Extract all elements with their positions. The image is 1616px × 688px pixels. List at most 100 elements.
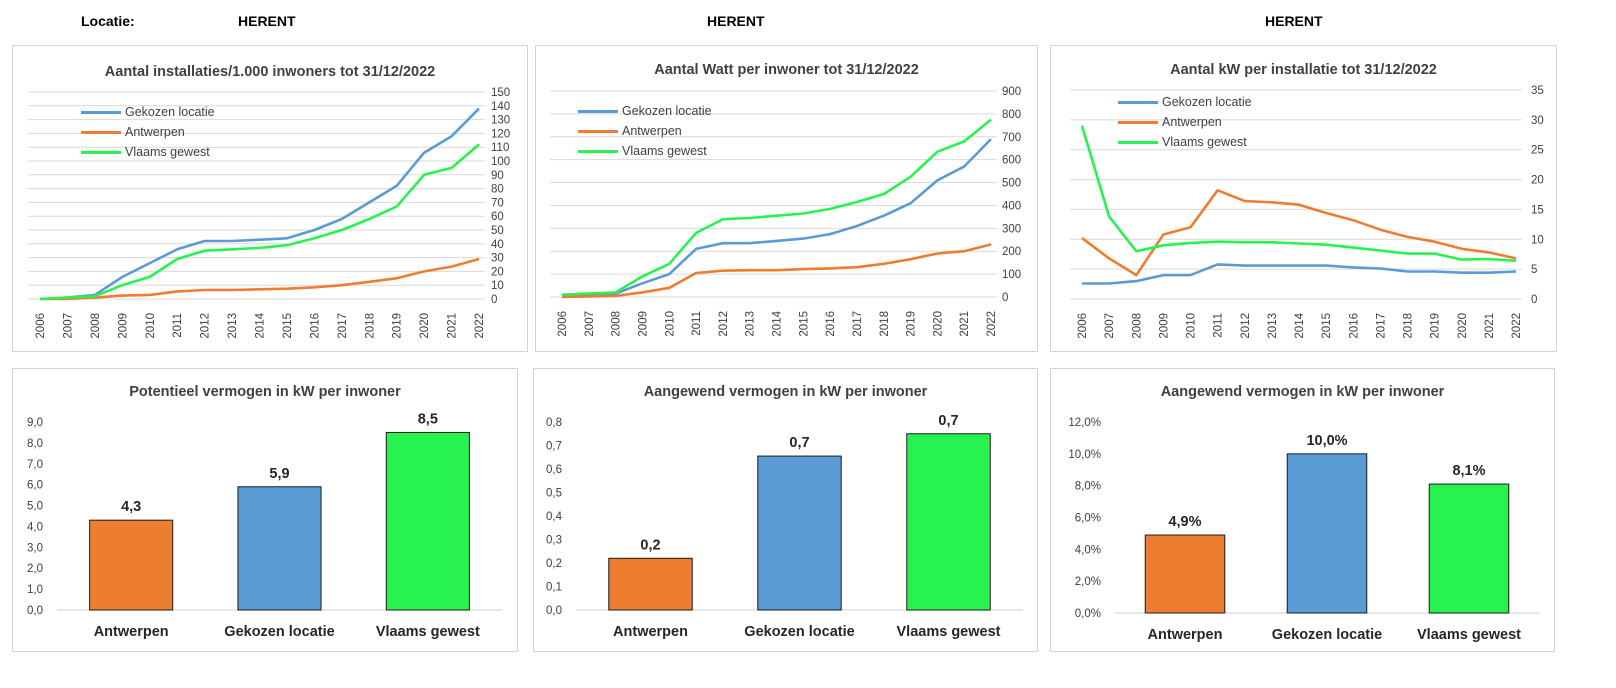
x-tick-label: 2018 (1403, 313, 1415, 339)
chart-title: Aantal kW per installatie tot 31/12/2022 (1170, 62, 1437, 78)
y-tick-label: 0 (491, 294, 497, 306)
y-tick-label: 9,0 (27, 417, 43, 429)
chart-panel-aangewend-pct: 0,0% 2,0% 4,0% 6,0% 8,0% 10,0% 12,0% 4,9% Antwer… (1050, 368, 1555, 652)
y-tick-label: 0 (1531, 294, 1537, 306)
y-tick-label: 1,0 (27, 584, 43, 596)
x-tick-label: 2008 (611, 311, 623, 337)
y-tick-label: 10 (1531, 234, 1544, 246)
y-tick-label: 0,5 (546, 488, 562, 500)
x-tick-label: 2007 (584, 311, 596, 337)
legend-item-vlaams: Vlaams gewest (578, 141, 712, 161)
x-tick-label: 2016 (825, 311, 837, 337)
y-tick-label: 0,6 (546, 464, 562, 476)
y-tick-label: 60 (491, 211, 504, 223)
series-line-gekozen (1082, 263, 1517, 285)
y-tick-label: 0,0 (546, 605, 562, 617)
x-tick-label: 2006 (35, 313, 47, 339)
y-tick-label: 0,3 (546, 535, 562, 547)
x-tick-label: 2011 (691, 311, 703, 336)
y-tick-label: 0,0% (1075, 608, 1101, 620)
legend-item-antwerpen: Antwerpen (1118, 112, 1252, 132)
series-line-antwerpen (561, 243, 992, 299)
y-tick-label: 30 (1531, 115, 1544, 127)
data-label: 5,9 (269, 466, 289, 482)
bar-antwerpen (89, 519, 174, 611)
x-tick-label: 2019 (906, 311, 918, 337)
chart-panel-installaties: 0 10 20 30 40 50 60 70 80 90 100 110 120 130 140 150 200… (12, 45, 528, 352)
chart-panel-potentieel: 0,0 1,0 2,0 3,0 4,0 5,0 6,0 7,0 8,0 9,0 4,3 Antwerp… (12, 368, 518, 652)
bar-gekozen-locatie (1286, 453, 1368, 614)
series-line-vlaams (1080, 125, 1517, 263)
x-tick-label: 2009 (637, 311, 649, 337)
x-tick-label: 2017 (337, 313, 349, 339)
data-label: 0,7 (789, 435, 809, 451)
y-tick-label: 300 (1002, 223, 1021, 235)
x-tick-label: 2013 (1267, 313, 1279, 339)
x-tick-label: 2012 (200, 313, 212, 339)
category-label: Gekozen locatie (224, 624, 334, 640)
y-tick-label: 900 (1002, 86, 1021, 98)
y-tick-label: 8,0 (27, 438, 43, 450)
x-tick-label: 2011 (172, 313, 184, 338)
x-tick-label: 2022 (474, 313, 486, 339)
data-label: 0,2 (640, 537, 660, 553)
x-tick-label: 2009 (1158, 313, 1170, 339)
y-tick-label: 0 (1002, 292, 1008, 304)
bar-vlaams-gewest (906, 433, 991, 611)
y-tick-label: 5 (1531, 264, 1537, 276)
category-label: Vlaams gewest (1417, 627, 1521, 643)
y-tick-label: 600 (1002, 155, 1021, 167)
category-label: Gekozen locatie (1272, 627, 1382, 643)
y-tick-label: 90 (491, 170, 504, 182)
bar-antwerpen (1144, 534, 1226, 614)
chart-title: Aangewend vermogen in kW per inwoner (1160, 384, 1445, 400)
x-tick-label: 2008 (90, 313, 102, 339)
y-tick-label: 500 (1002, 178, 1021, 190)
x-tick-label: 2012 (1240, 313, 1252, 339)
y-tick-label: 20 (491, 266, 504, 278)
series-line-gekozen (39, 107, 480, 301)
data-label: 0,7 (938, 413, 958, 429)
y-tick-label: 0,2 (546, 558, 562, 570)
legend-item-antwerpen: Antwerpen (578, 121, 712, 141)
chart-title: Aangewend vermogen in kW per inwoner (643, 384, 928, 400)
category-label: Vlaams gewest (897, 624, 1001, 640)
y-tick-label: 130 (491, 115, 510, 127)
chart-title: Aantal installaties/1.000 inwoners tot 3… (104, 64, 436, 80)
series-line-antwerpen (40, 257, 480, 301)
category-label: Antwerpen (94, 624, 169, 640)
x-tick-label: 2009 (117, 313, 129, 339)
x-tick-label: 2020 (932, 311, 944, 337)
data-label: 8,5 (418, 411, 438, 427)
x-tick-label: 2018 (364, 313, 376, 339)
x-tick-label: 2019 (1430, 313, 1442, 339)
series-line-antwerpen (1081, 189, 1517, 277)
y-tick-label: 35 (1531, 85, 1544, 97)
legend-item-gekozen: Gekozen locatie (578, 101, 712, 121)
bar-vlaams-gewest (385, 431, 470, 611)
y-tick-label: 5,0 (27, 501, 43, 513)
y-tick-label: 70 (491, 197, 504, 209)
y-tick-label: 200 (1002, 246, 1021, 258)
x-tick-label: 2011 (1213, 313, 1225, 338)
y-tick-label: 10 (491, 280, 504, 292)
chart-panel-kw-installatie: 0 5 10 15 20 25 30 35 2006 2007 2008 2009 2010 2011 20… (1050, 45, 1557, 352)
y-tick-label: 110 (491, 142, 509, 154)
x-tick-label: 2006 (1077, 313, 1089, 339)
x-tick-label: 2018 (879, 311, 891, 337)
y-tick-label: 2,0% (1075, 576, 1101, 588)
y-tick-label: 120 (491, 128, 510, 140)
y-tick-label: 20 (1531, 175, 1544, 187)
y-tick-label: 100 (491, 156, 510, 168)
x-tick-label: 2013 (745, 311, 757, 337)
y-tick-label: 8,0% (1075, 481, 1101, 493)
y-tick-label: 80 (491, 184, 504, 196)
category-label: Antwerpen (613, 624, 688, 640)
chart-svg-potentieel: 0,0 1,0 2,0 3,0 4,0 5,0 6,0 7,0 8,0 9,0 4,3 Antwerp… (27, 411, 502, 640)
data-label: 8,1% (1452, 463, 1485, 479)
y-tick-label: 140 (491, 101, 510, 113)
chart-legend: Gekozen locatie Antwerpen Vlaams gewest (1118, 92, 1252, 152)
y-tick-label: 0,0 (27, 605, 43, 617)
x-tick-label: 2010 (145, 313, 157, 339)
x-tick-label: 2020 (1457, 313, 1469, 339)
